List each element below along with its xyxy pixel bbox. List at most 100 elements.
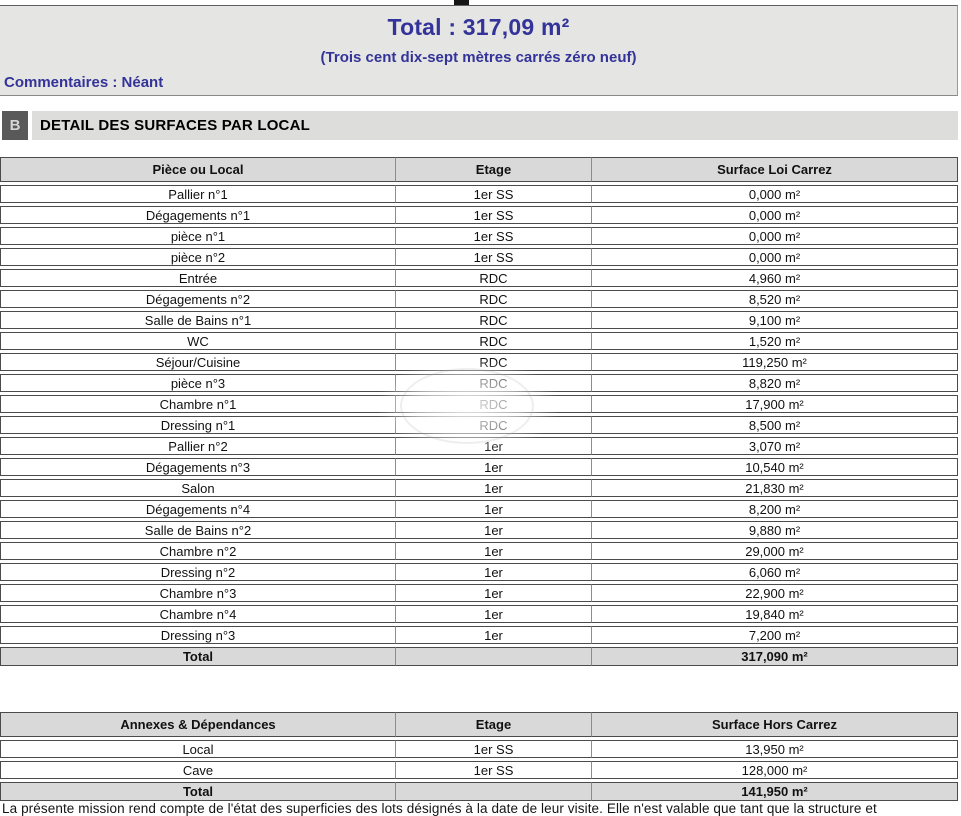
cell-piece: Dégagements n°3 <box>0 458 396 476</box>
table-row: Dressing n°1 RDC 8,500 m² <box>0 416 958 434</box>
section-letter-badge: B <box>2 111 28 140</box>
cell-piece: Chambre n°4 <box>0 605 396 623</box>
cell-etage: 1er <box>396 437 592 455</box>
cell-etage: 1er <box>396 563 592 581</box>
cell-surface: 22,900 m² <box>592 584 958 602</box>
cell-etage: 1er <box>396 458 592 476</box>
table-row: Salle de Bains n°2 1er 9,880 m² <box>0 521 958 539</box>
total-etage <box>396 647 592 666</box>
cell-piece: Cave <box>0 761 396 779</box>
total-etage <box>396 782 592 801</box>
cell-surface: 13,950 m² <box>592 740 958 758</box>
cell-etage: 1er SS <box>396 248 592 266</box>
cell-piece: Séjour/Cuisine <box>0 353 396 371</box>
cell-surface: 8,500 m² <box>592 416 958 434</box>
total-label: Total <box>0 647 396 666</box>
column-header-piece: Pièce ou Local <box>0 157 396 182</box>
cell-piece: Entrée <box>0 269 396 287</box>
cell-etage: RDC <box>396 374 592 392</box>
cell-etage: 1er SS <box>396 740 592 758</box>
table-row: Séjour/Cuisine RDC 119,250 m² <box>0 353 958 371</box>
total-surface: 317,090 m² <box>592 647 958 666</box>
cell-surface: 8,820 m² <box>592 374 958 392</box>
table-row: pièce n°1 1er SS 0,000 m² <box>0 227 958 245</box>
column-header-etage: Etage <box>396 712 592 737</box>
table-row: WC RDC 1,520 m² <box>0 332 958 350</box>
cell-surface: 128,000 m² <box>592 761 958 779</box>
cell-piece: pièce n°3 <box>0 374 396 392</box>
table-row: Dressing n°3 1er 7,200 m² <box>0 626 958 644</box>
table-row: Chambre n°2 1er 29,000 m² <box>0 542 958 560</box>
cell-piece: WC <box>0 332 396 350</box>
table-row: Chambre n°4 1er 19,840 m² <box>0 605 958 623</box>
cell-surface: 7,200 m² <box>592 626 958 644</box>
cell-etage: 1er SS <box>396 761 592 779</box>
cell-piece: Chambre n°2 <box>0 542 396 560</box>
table-row: pièce n°2 1er SS 0,000 m² <box>0 248 958 266</box>
cell-etage: 1er <box>396 626 592 644</box>
cell-etage: 1er SS <box>396 185 592 203</box>
annexes-table-head: Annexes & Dépendances Etage Surface Hors… <box>0 712 958 737</box>
surfaces-table-foot: Total 317,090 m² <box>0 647 958 666</box>
table-row: Entrée RDC 4,960 m² <box>0 269 958 287</box>
cell-piece: Local <box>0 740 396 758</box>
annexes-table: Annexes & Dépendances Etage Surface Hors… <box>0 709 958 804</box>
cell-surface: 0,000 m² <box>592 248 958 266</box>
cell-surface: 0,000 m² <box>592 227 958 245</box>
cell-etage: RDC <box>396 416 592 434</box>
table-row: Local 1er SS 13,950 m² <box>0 740 958 758</box>
annexes-table-foot: Total 141,950 m² <box>0 782 958 801</box>
cell-etage: 1er <box>396 584 592 602</box>
cell-etage: 1er <box>396 500 592 518</box>
column-header-etage: Etage <box>396 157 592 182</box>
cell-surface: 1,520 m² <box>592 332 958 350</box>
total-surface-in-words: (Trois cent dix-sept mètres carrés zéro … <box>320 49 637 66</box>
cell-piece: pièce n°2 <box>0 248 396 266</box>
section-title: DETAIL DES SURFACES PAR LOCAL <box>32 111 958 140</box>
cell-piece: Dégagements n°1 <box>0 206 396 224</box>
cell-piece: pièce n°1 <box>0 227 396 245</box>
cell-etage: 1er <box>396 479 592 497</box>
cell-surface: 4,960 m² <box>592 269 958 287</box>
table-row: Dégagements n°4 1er 8,200 m² <box>0 500 958 518</box>
section-b-header: B DETAIL DES SURFACES PAR LOCAL <box>2 111 958 140</box>
annexes-header-row: Annexes & Dépendances Etage Surface Hors… <box>0 712 958 737</box>
table-row: Dégagements n°1 1er SS 0,000 m² <box>0 206 958 224</box>
cell-surface: 9,880 m² <box>592 521 958 539</box>
cell-piece: Salle de Bains n°1 <box>0 311 396 329</box>
cell-piece: Pallier n°2 <box>0 437 396 455</box>
column-header-surface: Surface Loi Carrez <box>592 157 958 182</box>
surfaces-header-row: Pièce ou Local Etage Surface Loi Carrez <box>0 157 958 182</box>
total-surface: 141,950 m² <box>592 782 958 801</box>
cell-surface: 8,200 m² <box>592 500 958 518</box>
cell-etage: 1er SS <box>396 206 592 224</box>
annexes-table-body: Local 1er SS 13,950 m² Cave 1er SS 128,0… <box>0 740 958 779</box>
surfaces-table-body: Pallier n°1 1er SS 0,000 m² Dégagements … <box>0 185 958 644</box>
cell-surface: 119,250 m² <box>592 353 958 371</box>
table-row: Salon 1er 21,830 m² <box>0 479 958 497</box>
cell-piece: Dégagements n°4 <box>0 500 396 518</box>
total-banner: Total : 317,09 m² (Trois cent dix-sept m… <box>0 5 958 96</box>
table-row: Chambre n°1 RDC 17,900 m² <box>0 395 958 413</box>
cell-surface: 9,100 m² <box>592 311 958 329</box>
cell-surface: 0,000 m² <box>592 206 958 224</box>
table-row: Dressing n°2 1er 6,060 m² <box>0 563 958 581</box>
table-row: Cave 1er SS 128,000 m² <box>0 761 958 779</box>
cell-piece: Chambre n°3 <box>0 584 396 602</box>
surfaces-table: Pièce ou Local Etage Surface Loi Carrez … <box>0 154 958 669</box>
cell-etage: RDC <box>396 332 592 350</box>
cell-piece: Dégagements n°2 <box>0 290 396 308</box>
surfaces-total-row: Total 317,090 m² <box>0 647 958 666</box>
cell-piece: Dressing n°3 <box>0 626 396 644</box>
total-label: Total <box>0 782 396 801</box>
cell-surface: 8,520 m² <box>592 290 958 308</box>
cell-surface: 19,840 m² <box>592 605 958 623</box>
column-header-annexes: Annexes & Dépendances <box>0 712 396 737</box>
cell-piece: Dressing n°1 <box>0 416 396 434</box>
cell-surface: 3,070 m² <box>592 437 958 455</box>
table-row: Salle de Bains n°1 RDC 9,100 m² <box>0 311 958 329</box>
cell-piece: Salon <box>0 479 396 497</box>
cell-surface: 0,000 m² <box>592 185 958 203</box>
cell-surface: 10,540 m² <box>592 458 958 476</box>
